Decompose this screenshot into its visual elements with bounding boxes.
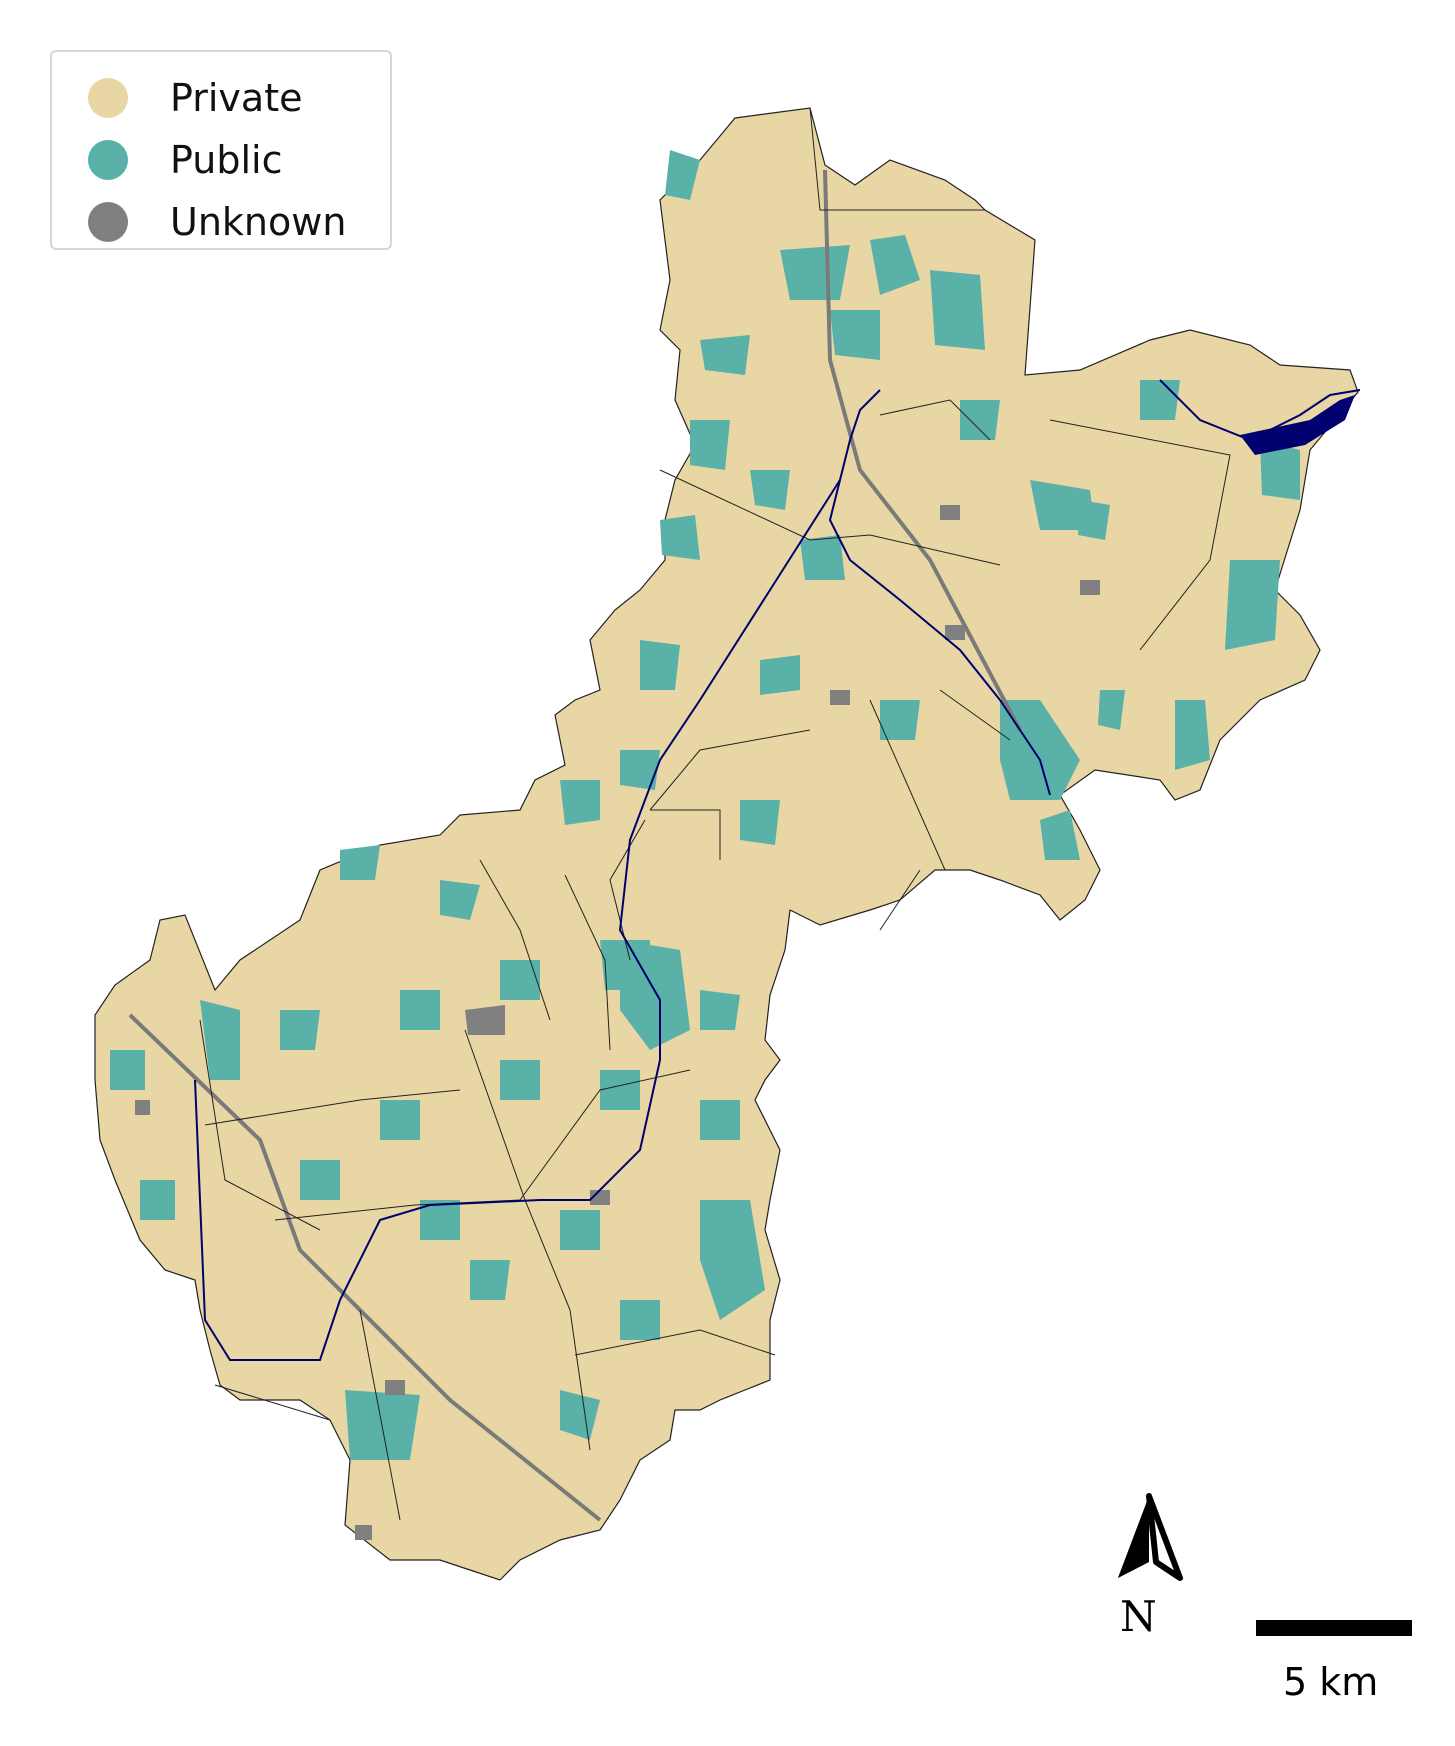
- legend-label-private: Private: [170, 76, 303, 120]
- municipal-boundaries: [199, 107, 1231, 1521]
- study-area-private-land: [94, 107, 1359, 1581]
- scale-bar-label: 5 km: [1283, 1660, 1379, 1704]
- unknown-land-patches: [135, 505, 1100, 1540]
- legend-swatch-unknown: [88, 202, 128, 242]
- legend-label-public: Public: [170, 138, 283, 182]
- legend-item-public: Public: [88, 130, 282, 190]
- legend-item-private: Private: [88, 68, 302, 128]
- map-legend: Private Public Unknown: [50, 50, 392, 250]
- legend-swatch-public: [88, 140, 128, 180]
- river-network: [194, 379, 1361, 1361]
- legend-label-unknown: Unknown: [170, 200, 347, 244]
- major-roads: [128, 169, 1022, 1522]
- north-arrow-icon: [1118, 1493, 1183, 1581]
- legend-item-unknown: Unknown: [88, 192, 346, 252]
- estuary: [1240, 395, 1355, 455]
- north-label: N: [1120, 1592, 1157, 1641]
- scale-bar: [1256, 1620, 1412, 1636]
- legend-swatch-private: [88, 78, 128, 118]
- public-land-patches: [110, 150, 1300, 1460]
